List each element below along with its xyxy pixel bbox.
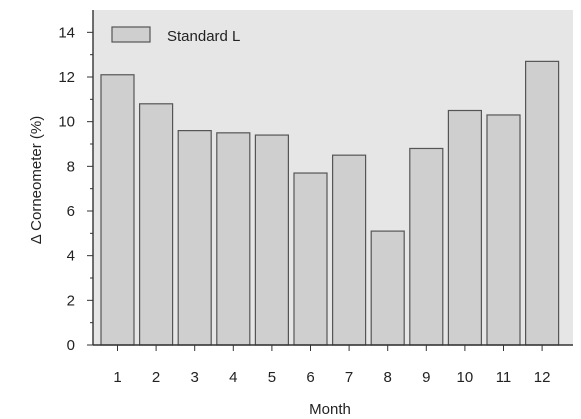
bar <box>486 114 521 346</box>
bar <box>447 109 482 346</box>
bar <box>524 60 560 346</box>
bar <box>139 103 174 346</box>
bar <box>409 147 444 346</box>
x-tick-label: 3 <box>191 369 199 386</box>
x-tick-label: 8 <box>384 369 392 386</box>
y-tick-label: 4 <box>67 248 75 265</box>
y-tick-label: 2 <box>67 292 75 309</box>
bar <box>216 132 251 346</box>
bar <box>177 130 212 346</box>
legend: Standard L <box>111 26 240 45</box>
x-tick-label: 1 <box>113 369 121 386</box>
y-tick-label: 6 <box>67 203 75 220</box>
x-tick-label: 10 <box>457 369 474 386</box>
bar <box>370 230 405 346</box>
y-tick-label: 0 <box>67 337 75 354</box>
x-axis-ticks: 1 2 3 4 5 6 7 8 9 10 11 12 <box>113 345 550 386</box>
y-axis-ticks: 0 2 4 6 8 10 12 14 <box>58 24 93 354</box>
y-tick-label: 8 <box>67 158 75 175</box>
x-tick-label: 5 <box>268 369 276 386</box>
y-tick-label: 12 <box>58 69 75 86</box>
x-tick-label: 4 <box>229 369 237 386</box>
bar <box>332 154 367 346</box>
bar <box>100 74 135 346</box>
x-tick-label: 11 <box>496 369 512 386</box>
y-axis-title: Δ Corneometer (%) <box>28 116 45 244</box>
bar <box>254 134 289 346</box>
y-tick-label: 10 <box>58 114 75 131</box>
legend-swatch <box>111 26 151 43</box>
bar <box>293 172 328 346</box>
x-tick-label: 6 <box>306 369 314 386</box>
y-tick-label: 14 <box>58 24 75 41</box>
x-tick-label: 2 <box>152 369 160 386</box>
x-tick-label: 9 <box>422 369 430 386</box>
x-tick-label: 12 <box>534 369 551 386</box>
legend-label: Standard L <box>167 28 240 45</box>
bar-series <box>100 60 560 346</box>
x-tick-label: 7 <box>345 369 353 386</box>
x-axis-title: Month <box>309 401 351 418</box>
